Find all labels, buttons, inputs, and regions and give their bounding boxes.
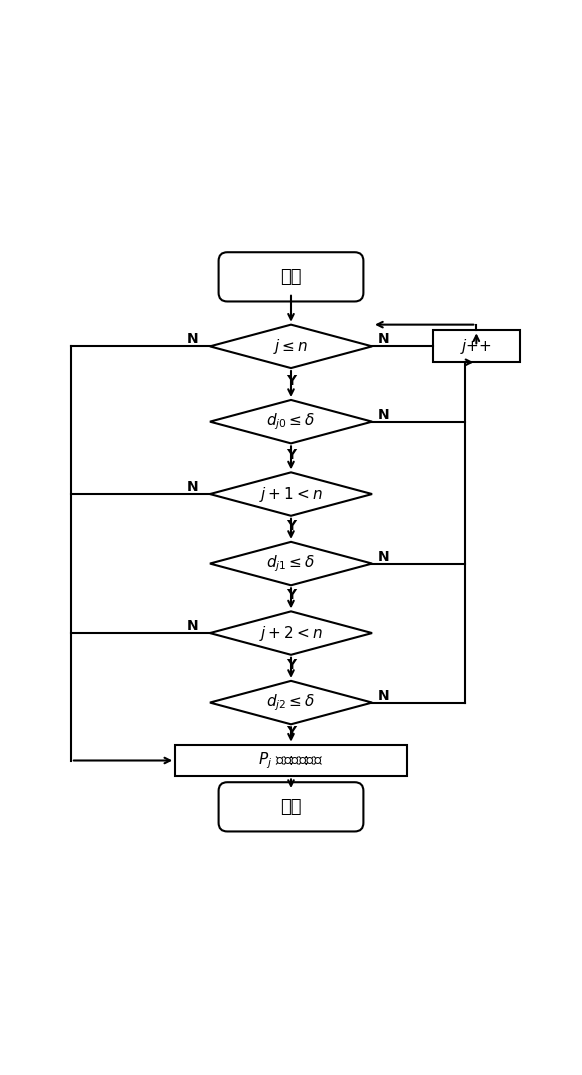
Text: 开始: 开始: [281, 268, 301, 286]
Text: $j+1 < n$: $j+1 < n$: [259, 485, 323, 503]
Text: $j$++: $j$++: [460, 336, 492, 356]
Text: Y: Y: [286, 519, 296, 533]
Text: Y: Y: [286, 448, 296, 462]
Text: Y: Y: [286, 658, 296, 672]
FancyBboxPatch shape: [175, 745, 407, 776]
Polygon shape: [210, 400, 372, 443]
Text: $j+2 < n$: $j+2 < n$: [259, 624, 323, 643]
Text: N: N: [187, 332, 198, 346]
Text: $P_j$ 是边界特征点: $P_j$ 是边界特征点: [258, 750, 324, 771]
Text: N: N: [378, 689, 389, 703]
Polygon shape: [210, 680, 372, 725]
Text: $j \leq n$: $j \leq n$: [274, 336, 308, 356]
FancyBboxPatch shape: [219, 783, 363, 831]
Text: N: N: [378, 407, 389, 421]
Text: 结束: 结束: [281, 798, 301, 816]
Text: $d_{j1} \leq \delta$: $d_{j1} \leq \delta$: [267, 554, 315, 574]
Polygon shape: [210, 542, 372, 585]
Text: Y: Y: [286, 725, 296, 739]
Text: Y: Y: [286, 374, 296, 388]
FancyBboxPatch shape: [219, 253, 363, 301]
Text: N: N: [378, 549, 389, 563]
Text: N: N: [378, 332, 389, 346]
Text: Y: Y: [286, 588, 296, 602]
Text: N: N: [187, 481, 198, 495]
Polygon shape: [210, 612, 372, 655]
Text: $d_{j0} \leq \delta$: $d_{j0} \leq \delta$: [267, 412, 315, 432]
Text: $d_{j2} \leq \delta$: $d_{j2} \leq \delta$: [267, 692, 315, 713]
Polygon shape: [210, 472, 372, 516]
Text: N: N: [187, 619, 198, 633]
FancyBboxPatch shape: [433, 330, 520, 362]
Polygon shape: [210, 325, 372, 368]
